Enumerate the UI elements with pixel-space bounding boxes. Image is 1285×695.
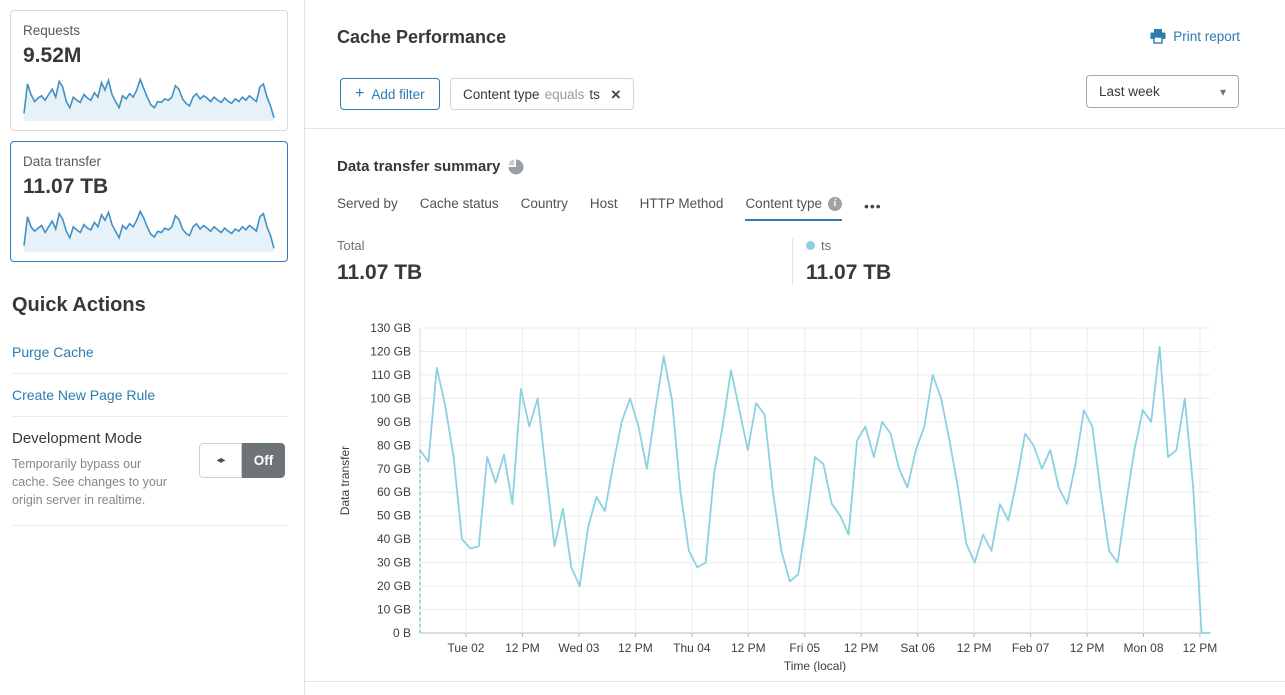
add-filter-button[interactable]: + Add filter [340,78,440,110]
sidebar: Requests 9.52M Data transfer 11.07 TB Qu… [0,0,305,695]
section-bottom-divider [305,681,1285,682]
filter-operator: equals [544,86,585,102]
tab-content-type[interactable]: Content type i [745,196,842,221]
ts-legend-dot [806,241,815,250]
svg-text:0 B: 0 B [393,626,411,640]
filter-field: Content type [463,86,540,102]
remove-filter-icon[interactable]: × [610,84,621,104]
metric-card-requests[interactable]: Requests 9.52M [10,10,288,131]
tab-country[interactable]: Country [520,196,568,211]
svg-text:12 PM: 12 PM [731,641,766,655]
requests-card-label: Requests [23,23,81,38]
svg-text:100 GB: 100 GB [370,391,411,405]
data-transfer-chart: 130 GB 120 GB 110 GB 100 GB 90 GB 80 GB 70 GB 6… [335,316,1225,677]
tab-served-by[interactable]: Served by [337,196,398,211]
summary-stats: Total 11.07 TB ts 11.07 TB [337,238,903,285]
svg-text:Fri 05: Fri 05 [789,641,820,655]
metric-card-data-transfer[interactable]: Data transfer 11.07 TB [10,141,288,262]
development-mode-description: Temporarily bypass our cache. See change… [12,457,167,508]
svg-text:12 PM: 12 PM [1070,641,1105,655]
total-stat: Total 11.07 TB [337,238,793,285]
info-icon[interactable]: i [828,196,842,211]
requests-sparkline [23,77,275,121]
summary-dimension-tabs: Served by Cache status Country Host HTTP… [337,196,882,221]
svg-text:70 GB: 70 GB [377,462,411,476]
svg-text:12 PM: 12 PM [957,641,992,655]
svg-text:40 GB: 40 GB [377,532,411,546]
svg-text:Feb 07: Feb 07 [1012,641,1050,655]
svg-text:12 PM: 12 PM [1183,641,1218,655]
toggle-state-label: Off [242,443,285,478]
data-transfer-card-value: 11.07 TB [23,175,109,198]
more-tabs-button[interactable]: ••• [864,198,882,214]
ts-series-value: 11.07 TB [806,261,892,284]
header-divider [305,128,1285,129]
svg-text:Wed 03: Wed 03 [558,641,599,655]
development-mode-toggle[interactable]: ◂▸ Off [199,443,285,478]
tab-http-method[interactable]: HTTP Method [639,196,724,211]
time-series-chart-svg: 130 GB 120 GB 110 GB 100 GB 90 GB 80 GB 70 GB 6… [338,321,1218,673]
print-report-label: Print report [1173,29,1240,44]
svg-text:Data transfer: Data transfer [338,446,352,515]
total-label: Total [337,238,365,253]
data-transfer-card-label: Data transfer [23,154,102,169]
create-page-rule-link[interactable]: Create New Page Rule [12,374,288,417]
printer-icon [1150,29,1166,44]
svg-text:Sat 06: Sat 06 [900,641,935,655]
svg-text:120 GB: 120 GB [370,344,411,358]
svg-text:50 GB: 50 GB [377,509,411,523]
tab-host[interactable]: Host [589,196,618,211]
main-content: Cache Performance Print report + Add fil… [305,0,1285,695]
svg-text:12 PM: 12 PM [618,641,653,655]
active-filter-chip: Content type equals ts × [450,78,634,110]
svg-text:90 GB: 90 GB [377,415,411,429]
svg-text:60 GB: 60 GB [377,485,411,499]
svg-text:12 PM: 12 PM [505,641,540,655]
svg-text:80 GB: 80 GB [377,438,411,452]
svg-text:10 GB: 10 GB [377,603,411,617]
svg-text:Thu 04: Thu 04 [673,641,711,655]
plus-icon: + [355,85,365,102]
ts-series-label: ts [821,238,832,253]
toggle-arrows-icon: ◂▸ [199,443,242,478]
svg-text:30 GB: 30 GB [377,556,411,570]
data-transfer-sparkline [23,209,275,252]
svg-text:110 GB: 110 GB [371,368,411,382]
summary-title: Data transfer summary [337,158,501,175]
print-report-button[interactable]: Print report [1150,29,1240,44]
development-mode-block: Development Mode Temporarily bypass our … [12,417,288,527]
svg-text:20 GB: 20 GB [377,579,411,593]
time-range-value: Last week [1099,84,1160,99]
svg-text:Mon 08: Mon 08 [1124,641,1164,655]
requests-card-value: 9.52M [23,44,82,67]
svg-text:12 PM: 12 PM [844,641,879,655]
quick-actions-section: Quick Actions Purge Cache Create New Pag… [12,294,288,527]
filter-value: ts [589,86,600,102]
development-mode-label: Development Mode [12,430,143,447]
ts-series-stat: ts 11.07 TB [793,238,903,285]
add-filter-label: Add filter [371,86,425,102]
time-range-select[interactable]: Last week ▾ [1086,75,1239,108]
quick-actions-title: Quick Actions [12,294,146,316]
pie-chart-icon [508,159,524,174]
svg-text:Time (local): Time (local) [784,659,846,672]
purge-cache-link[interactable]: Purge Cache [12,331,288,374]
chevron-down-icon: ▾ [1219,84,1226,99]
tab-cache-status[interactable]: Cache status [419,196,499,211]
svg-text:130 GB: 130 GB [370,321,411,335]
svg-text:Tue 02: Tue 02 [448,641,485,655]
total-value: 11.07 TB [337,261,423,284]
summary-title-row: Data transfer summary [337,158,524,175]
page-title: Cache Performance [337,27,507,47]
